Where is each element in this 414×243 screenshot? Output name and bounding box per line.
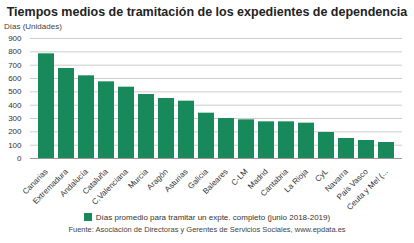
svg-text:C.Valenciana: C.Valenciana: [90, 167, 130, 207]
svg-text:Aragón: Aragón: [145, 167, 170, 192]
svg-text:Murcia: Murcia: [126, 167, 150, 191]
svg-text:Baleares: Baleares: [201, 167, 230, 196]
svg-text:Asturias: Asturias: [163, 167, 190, 194]
svg-text:Cataluña: Cataluña: [80, 167, 110, 197]
html-text:Días (Unidades): Días (Unidades): [4, 22, 62, 31]
svg-text:C-LM: C-LM: [229, 167, 250, 188]
svg-text:País Vasco: País Vasco: [335, 167, 370, 202]
svg-text:500: 500: [8, 87, 22, 96]
html-text:Tiempos medios de tramitación: Tiempos medios de tramitación de los exp…: [6, 5, 408, 19]
svg-text:200: 200: [8, 127, 22, 136]
svg-text:0: 0: [17, 154, 22, 163]
svg-text:Extremadura: Extremadura: [31, 167, 70, 206]
svg-text:Ceuta y Mel (...: Ceuta y Mel (...: [345, 167, 390, 212]
svg-text:700: 700: [8, 61, 22, 70]
svg-text:Navarra: Navarra: [323, 167, 350, 194]
svg-text:300: 300: [8, 114, 22, 123]
svg-text:Andalucía: Andalucía: [58, 167, 90, 199]
html-text:Fuente: Asociación de Director: Fuente: Asociación de Directoras y Geren…: [68, 225, 346, 234]
svg-text:CyL: CyL: [313, 167, 330, 184]
svg-text:Madrid: Madrid: [246, 167, 270, 191]
svg-text:Cantabria: Cantabria: [259, 167, 290, 198]
svg-text:La Rioja: La Rioja: [283, 167, 311, 195]
svg-text:800: 800: [8, 47, 22, 56]
svg-text:600: 600: [8, 74, 22, 83]
svg-text:Canarias: Canarias: [20, 167, 50, 197]
svg-text:900: 900: [8, 34, 22, 43]
html-text:Días promedio para tramitar un: Días promedio para tramitar un expte. co…: [95, 213, 331, 222]
svg-text:400: 400: [8, 101, 22, 110]
svg-text:100: 100: [8, 141, 22, 150]
svg-text:Galicia: Galicia: [186, 167, 210, 191]
